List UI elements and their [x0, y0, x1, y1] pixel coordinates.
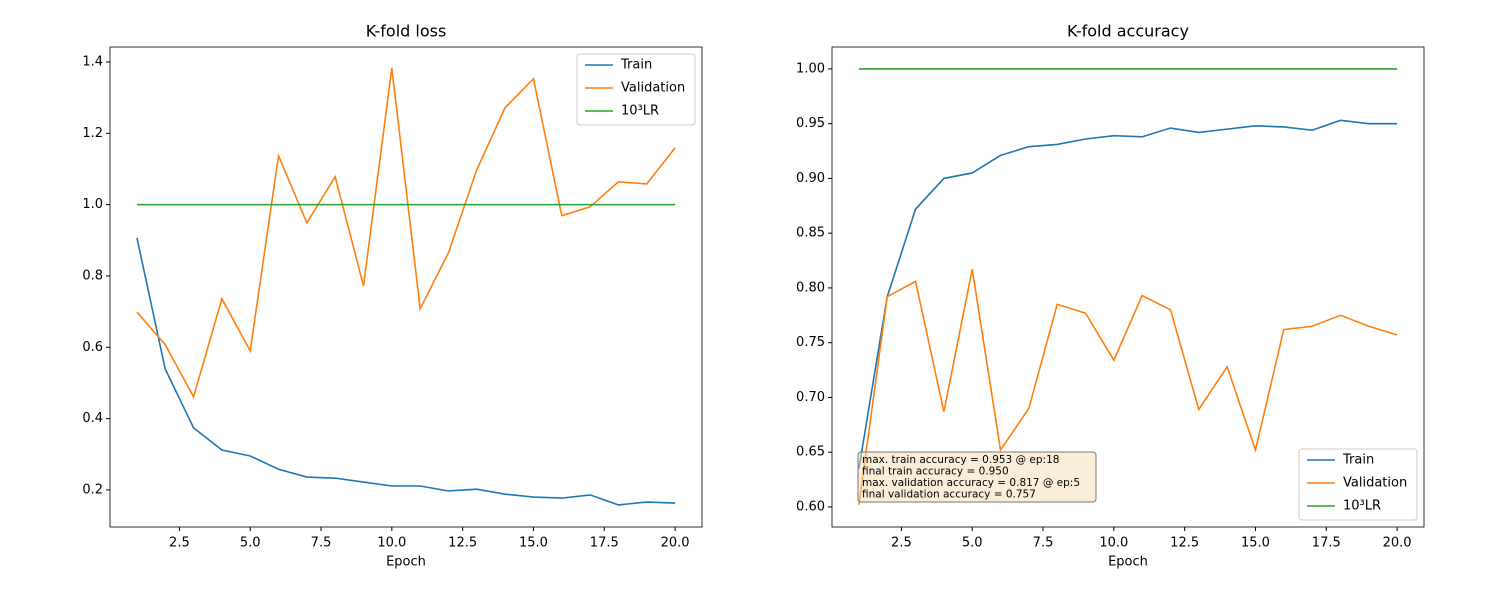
legend-label: Validation	[621, 81, 685, 96]
y-tick-label: 0.4	[82, 411, 103, 426]
y-tick-label: 0.80	[796, 280, 825, 295]
axes-frame	[831, 46, 1425, 528]
legend-box	[576, 53, 696, 126]
y-tick-label: 0.85	[796, 226, 825, 241]
y-tick-label: 0.90	[796, 171, 825, 186]
x-tick-label: 10.0	[1099, 536, 1128, 551]
x-tick-label: 5.0	[240, 536, 261, 551]
series-line	[136, 237, 676, 506]
annotation: max. train accuracy = 0.953 @ ep:18final…	[857, 451, 1097, 503]
annotation-text: final validation accuracy = 0.757	[862, 489, 1036, 501]
legend-label: 10³LR	[621, 104, 659, 119]
series-line	[858, 119, 1398, 469]
y-tick-label: 1.0	[82, 197, 103, 212]
x-tick-label: 7.5	[311, 536, 332, 551]
x-tick-label: 15.0	[1241, 536, 1270, 551]
y-tick-label: 1.2	[82, 126, 103, 141]
annotation-text: final train accuracy = 0.950	[862, 466, 1009, 478]
x-tick-label: 2.5	[169, 536, 190, 551]
axes-frame	[109, 46, 703, 528]
x-tick-label: 15.0	[519, 536, 548, 551]
y-tick-label: 1.4	[82, 54, 103, 69]
chart-title: K-fold loss	[366, 22, 447, 41]
annotation-text: max. train accuracy = 0.953 @ ep:18	[862, 454, 1059, 466]
chart-title: K-fold accuracy	[1067, 22, 1189, 41]
legend: Train Validation 10³LR	[1298, 448, 1418, 521]
legend-label: Train	[620, 58, 652, 73]
legend-label: Validation	[1343, 476, 1407, 491]
y-tick-label: 0.60	[796, 499, 825, 514]
x-tick-label: 20.0	[661, 536, 690, 551]
legend-label: Train	[1342, 453, 1374, 468]
x-tick-label: 2.5	[891, 536, 912, 551]
y-tick-label: 0.8	[82, 268, 103, 283]
y-tick-label: 0.70	[796, 390, 825, 405]
y-tick-label: 0.6	[82, 340, 103, 355]
x-tick-label: 20.0	[1383, 536, 1412, 551]
x-tick-label: 5.0	[962, 536, 983, 551]
x-tick-label: 7.5	[1033, 536, 1054, 551]
x-axis-label: Epoch	[386, 555, 426, 570]
x-axis-label: Epoch	[1108, 555, 1148, 570]
chart: K-fold loss Epoch 2.5 5.0 7.5 10.0 12.5 15.0 17.…	[82, 22, 703, 570]
legend-label: 10³LR	[1343, 499, 1381, 514]
y-tick-label: 0.2	[82, 482, 103, 497]
x-tick-label: 12.5	[448, 536, 477, 551]
series-line	[136, 67, 676, 399]
legend-box	[1298, 448, 1418, 521]
y-tick-label: 1.00	[796, 61, 825, 76]
annotation-text: max. validation accuracy = 0.817 @ ep:5	[862, 477, 1080, 489]
x-tick-label: 17.5	[1312, 536, 1341, 551]
y-tick-label: 0.95	[796, 116, 825, 131]
legend: Train Validation 10³LR	[576, 53, 696, 126]
y-tick-label: 0.65	[796, 445, 825, 460]
x-tick-label: 17.5	[590, 536, 619, 551]
x-tick-label: 12.5	[1170, 536, 1199, 551]
series-line	[858, 269, 1398, 505]
x-tick-label: 10.0	[377, 536, 406, 551]
annotation-box	[857, 451, 1097, 503]
y-tick-label: 0.75	[796, 335, 825, 350]
chart: K-fold accuracy Epoch 2.5 5.0 7.5 10.0 12.5 15.…	[796, 22, 1425, 570]
